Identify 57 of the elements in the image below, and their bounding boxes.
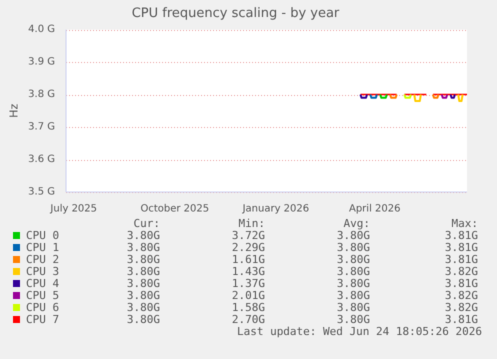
y-tick-label: 3.6 G [28,154,56,166]
text: 3.80G [126,313,160,326]
text: Min: [238,217,265,230]
y-axis-title: Hz [7,104,20,118]
text: Cur: [132,217,160,230]
text: 3.80G [336,301,370,314]
legend-label: CPU 6 [26,301,60,314]
text: 3.80G [126,253,160,266]
text: 3.80G [126,301,160,314]
y-tick-label: 3.7 G [28,122,56,133]
text: Avg: [342,217,370,230]
text: 3.72G [230,229,265,242]
x-tick-label: April 2026 [348,204,400,215]
text: 3.81G [444,277,478,290]
text: 3.81G [444,241,478,254]
x-tick-label: July 2025 [49,204,98,215]
text: 3.80G [336,277,370,290]
text: 3.80G [126,241,160,254]
y-tick-label: 4.0 G [28,24,56,36]
text: 1.61G [230,253,265,266]
legend-label: CPU 3 [26,265,60,278]
text: 3.82G [444,301,478,314]
x-tick-label: January 2026 [242,204,310,215]
legend-label: CPU 1 [26,241,60,254]
text: 3.80G [336,229,370,242]
text: Max: [450,217,478,230]
chart-title: CPU frequency scaling - by year [132,6,340,22]
x-tick-label: October 2025 [140,204,210,215]
text: 3.80G [336,253,370,266]
text: 1.58G [230,301,265,314]
text: 2.01G [230,289,265,302]
text: 3.82G [444,289,478,302]
text: 3.81G [444,229,478,242]
text: 3.80G [126,289,160,302]
text: 3.81G [444,313,478,326]
text: 3.82G [444,265,478,278]
text: 3.80G [336,289,370,302]
y-tick-label: 3.9 G [28,56,56,68]
text: 3.80G [336,265,370,278]
text: 3.80G [126,229,160,242]
legend-label: CPU 7 [26,313,60,326]
text: Last update: Wed Jun 24 18:05:26 2026 [236,325,482,338]
legend-label: CPU 5 [26,289,60,302]
y-tick-label: 3.5 G [28,186,56,198]
text: 3.81G [444,253,478,266]
text: 1.43G [230,265,265,278]
legend-label: CPU 0 [26,229,60,242]
text: 1.37G [230,277,265,290]
text: 2.70G [230,313,265,326]
text: 3.80G [126,265,160,278]
text: 3.80G [336,241,370,254]
legend-label: CPU 4 [26,277,60,290]
text: 3.80G [336,313,370,326]
legend-label: CPU 2 [26,253,60,266]
y-tick-label: 3.8 G [28,89,56,100]
text: 3.80G [126,277,160,290]
text: 2.29G [230,241,265,254]
